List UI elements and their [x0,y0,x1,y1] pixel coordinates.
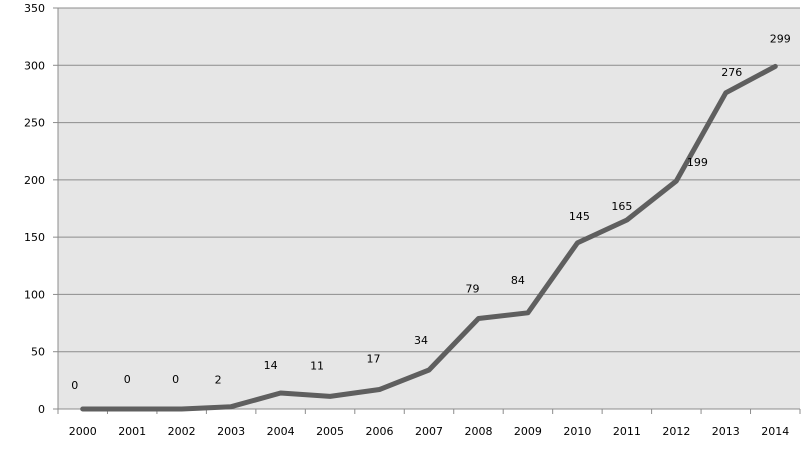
data-label: 17 [367,353,381,366]
x-tick-label: 2008 [464,425,492,438]
x-tick-label: 2003 [217,425,245,438]
x-tick-label: 2001 [118,425,146,438]
x-tick-label: 2013 [712,425,740,438]
y-tick-label: 0 [38,403,45,416]
data-label: 34 [414,334,428,347]
data-label: 165 [611,200,632,213]
x-tick-label: 2000 [69,425,97,438]
y-tick-label: 350 [24,2,45,15]
data-labels: 0 0 0 2 14 11 17 34 79 84 145 165 199 276 299 [71,32,791,392]
x-tick-label: 2011 [613,425,641,438]
y-axis-ticks: 0 50 100 150 200 250 300 350 [24,2,58,416]
x-tick-label: 2014 [761,425,789,438]
y-tick-label: 150 [24,231,45,244]
y-tick-label: 250 [24,117,45,130]
y-tick-label: 100 [24,288,45,301]
x-axis-ticks: 2000 2001 2002 2003 2004 2005 2006 2007 2008 2009… [57,409,801,438]
y-tick-label: 200 [24,174,45,187]
y-tick-label: 50 [31,346,45,359]
plot-area [58,8,800,409]
data-label: 14 [264,359,278,372]
data-label: 145 [569,210,590,223]
gridlines [58,7,800,353]
x-tick-label: 2010 [563,425,591,438]
x-tick-label: 2009 [514,425,542,438]
data-label: 84 [511,274,525,287]
data-label: 0 [71,379,78,392]
data-label: 299 [770,32,791,45]
x-tick-label: 2002 [168,425,196,438]
data-label: 0 [172,373,179,386]
data-label: 276 [721,66,742,79]
x-tick-label: 2012 [662,425,690,438]
data-label: 0 [124,373,131,386]
data-label: 2 [215,374,222,387]
x-tick-label: 2006 [366,425,394,438]
x-tick-label: 2007 [415,425,443,438]
x-tick-label: 2004 [267,425,295,438]
data-label: 199 [687,156,708,169]
series-line [80,63,778,412]
y-tick-label: 300 [24,59,45,72]
data-label: 79 [465,282,479,295]
series [80,63,778,412]
data-label: 11 [310,359,324,372]
x-tick-label: 2005 [316,425,344,438]
